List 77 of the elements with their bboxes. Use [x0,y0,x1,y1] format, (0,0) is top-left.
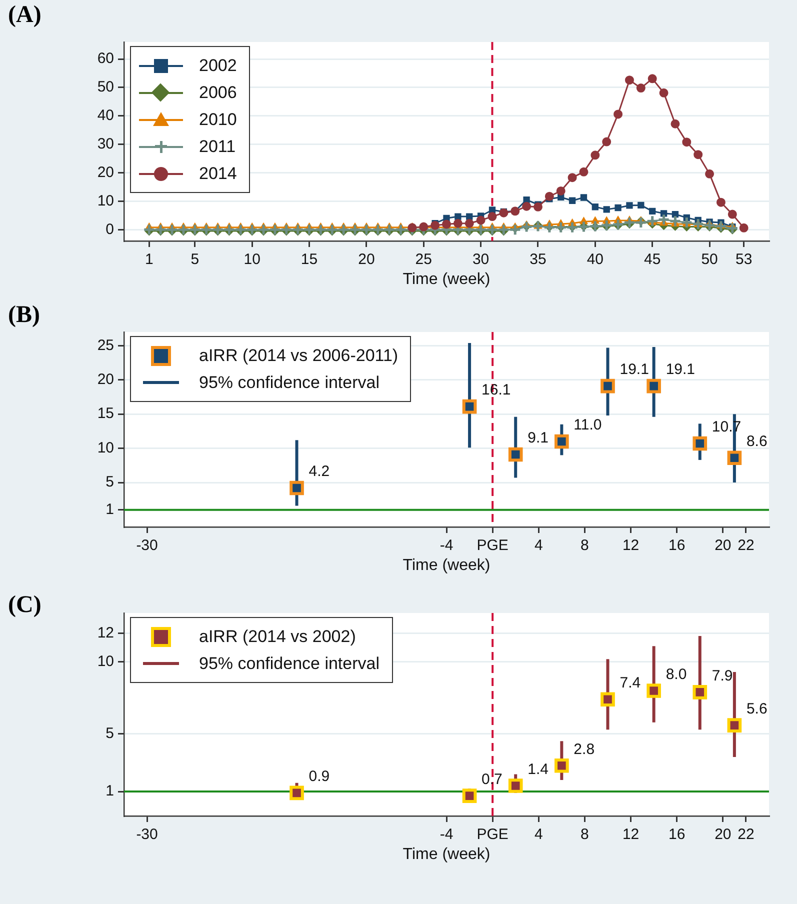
x-tick-label: -30 [136,826,158,844]
data-label: 2.8 [574,740,595,758]
data-label: 11.0 [574,416,602,434]
x-tick-label: 35 [530,251,546,268]
annotation: 95% confidence interval [199,372,380,392]
y-tick-label: 20 [97,164,114,181]
x-tick-label: 53 [735,251,752,268]
data-label: 8.6 [746,433,768,450]
y-tick-label: 5 [106,725,114,742]
x-axis-title: Time (week) [402,846,490,863]
x-tick-label: PGE [476,537,508,554]
legend-label: 2010 [199,110,237,130]
y-tick-label: 0 [106,220,114,238]
y-tick-label: 40 [97,107,114,124]
x-tick-label: 8 [580,826,589,844]
x-tick-label: 8 [580,537,589,554]
x-tick-label: 4 [534,537,543,554]
x-tick-label: 12 [622,826,640,844]
data-label: 1.4 [528,760,548,778]
legend-label: 2014 [199,164,237,184]
y-tick-label: 25 [97,336,114,354]
annotation: 95% confidence interval [199,654,380,674]
x-tick-label: 20 [714,826,732,844]
text: (A) [8,2,42,29]
x-tick-label: 15 [300,251,318,268]
legend-label: aIRR (2014 vs 2006-2011) [199,346,398,366]
x-tick-label: -4 [440,537,454,554]
y-tick-label: 12 [97,624,114,642]
legend-label: aIRR (2014 vs 2002) [199,626,356,646]
x-tick-label: 5 [190,251,200,268]
data-label: 0.9 [308,768,330,786]
data-label: 0.7 [482,770,502,788]
x-tick-label: 10 [244,251,260,268]
data-label: 7.4 [620,674,641,692]
y-tick-label: 5 [106,474,114,491]
x-tick-label: 20 [714,537,732,554]
legend-label: 2006 [199,82,237,102]
text: (C) [8,592,42,619]
y-tick-label: 10 [97,439,114,456]
data-label: 19.1 [666,361,696,378]
data-label: 19.1 [620,361,649,378]
legend-label: 2011 [199,136,236,156]
x-tick-label: 30 [472,251,490,268]
text: (B) [8,302,40,329]
y-tick-label: 20 [97,371,114,388]
x-tick-label: 20 [358,251,375,268]
x-tick-label: 12 [622,537,640,554]
data-label: 9.1 [528,430,548,447]
data-label: 8.0 [666,666,687,683]
x-tick-label: 16 [668,537,686,554]
legend-label: 2002 [199,56,237,76]
x-tick-label: 40 [586,251,604,268]
y-tick-label: 60 [97,50,114,68]
y-tick-label: 30 [97,135,114,152]
data-label: 4.2 [308,463,330,480]
y-tick-label: 1 [106,782,114,800]
x-tick-label: 4 [534,826,543,844]
data-label: 7.9 [712,667,733,684]
y-tick-label: 50 [97,78,114,96]
x-tick-label: 25 [415,251,432,268]
y-tick-label: 10 [97,192,114,210]
y-tick-label: 1 [106,501,114,518]
x-tick-label: 16 [668,826,686,844]
x-tick-label: 22 [738,537,754,554]
x-tick-label: 50 [701,251,718,268]
x-tick-label: PGE [476,826,508,844]
x-tick-label: 45 [644,251,661,268]
x-tick-label: 1 [144,251,154,268]
data-label: 5.6 [746,700,768,718]
x-axis-title: Time (week) [402,556,490,574]
data-label: 16.1 [482,382,511,399]
x-tick-label: -4 [440,826,454,844]
y-tick-label: 10 [97,653,114,670]
x-tick-label: -30 [136,537,158,554]
x-tick-label: 22 [738,826,754,844]
y-tick-label: 15 [97,405,114,422]
x-axis-title: Time (week) [402,270,490,288]
